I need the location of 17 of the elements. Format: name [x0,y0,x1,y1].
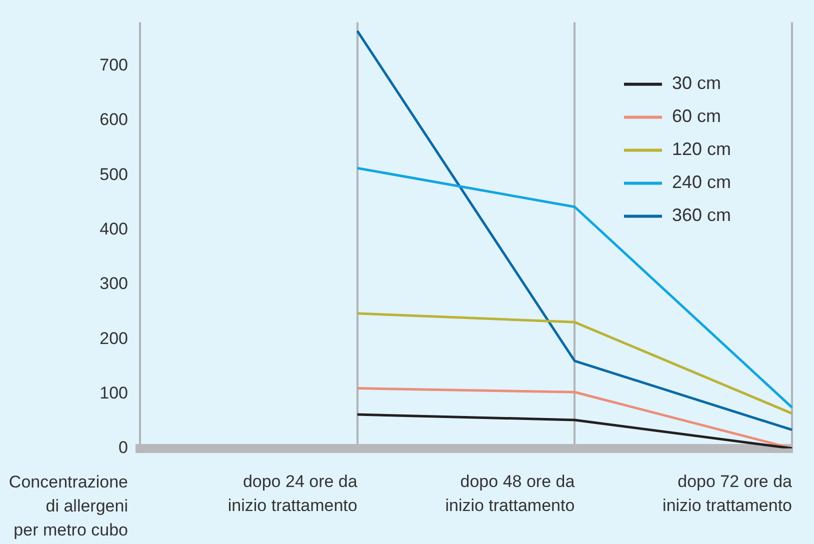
legend-label: 30 cm [672,73,722,94]
y-tick-label: 200 [100,328,128,348]
x-tick-label: dopo 72 ore da inizio trattamento [662,472,793,515]
legend-label: 360 cm [672,205,732,226]
y-tick-label: 100 [100,383,128,402]
y-tick-label: 700 [100,56,128,75]
y-tick-label: 500 [100,164,128,184]
y-tick-label: 0 [118,438,128,458]
y-tick-label: 400 [100,220,128,239]
y-tick-label: 300 [100,274,128,294]
legend-label: 120 cm [672,139,732,160]
y-axis-title: Concentrazione di allergeni per metro cubo [8,472,128,540]
legend-label: 240 cm [672,172,732,192]
x-tick-label: dopo 24 ore da inizio trattamento [228,472,358,515]
y-tick-label: 600 [100,110,128,130]
legend-label: 60 cm [672,106,722,126]
x-tick-label: dopo 48 ore da inizio trattamento [445,472,576,515]
